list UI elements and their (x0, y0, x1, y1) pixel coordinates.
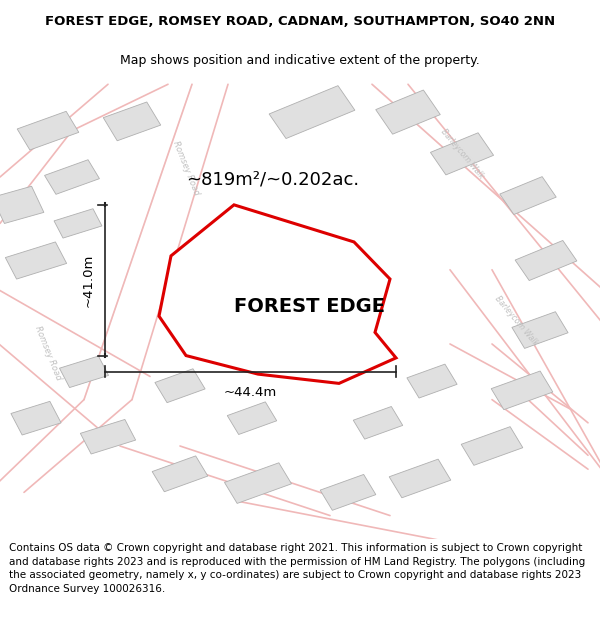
Polygon shape (255, 238, 321, 284)
Polygon shape (159, 205, 396, 383)
Text: Romsey Road: Romsey Road (171, 139, 201, 196)
Polygon shape (59, 356, 109, 388)
Polygon shape (227, 402, 277, 434)
Polygon shape (0, 186, 44, 224)
Text: ~44.4m: ~44.4m (224, 386, 277, 399)
Polygon shape (269, 86, 355, 139)
Polygon shape (491, 371, 553, 409)
Polygon shape (155, 369, 205, 402)
Polygon shape (353, 406, 403, 439)
Polygon shape (80, 419, 136, 454)
Polygon shape (515, 241, 577, 281)
Polygon shape (11, 401, 61, 435)
Text: Map shows position and indicative extent of the property.: Map shows position and indicative extent… (120, 54, 480, 67)
Polygon shape (44, 160, 100, 194)
Polygon shape (5, 242, 67, 279)
Text: Contains OS data © Crown copyright and database right 2021. This information is : Contains OS data © Crown copyright and d… (9, 543, 585, 594)
Polygon shape (389, 459, 451, 498)
Text: ~819m²/~0.202ac.: ~819m²/~0.202ac. (186, 171, 359, 188)
Polygon shape (303, 302, 369, 349)
Polygon shape (224, 462, 292, 503)
Polygon shape (152, 456, 208, 492)
Polygon shape (430, 132, 494, 175)
Polygon shape (103, 102, 161, 141)
Polygon shape (17, 111, 79, 150)
Text: ~41.0m: ~41.0m (81, 254, 94, 307)
Polygon shape (320, 474, 376, 510)
Polygon shape (512, 312, 568, 348)
Text: Barleycorn Walk: Barleycorn Walk (493, 294, 539, 348)
Polygon shape (54, 209, 102, 238)
Polygon shape (173, 289, 223, 324)
Polygon shape (461, 427, 523, 466)
Polygon shape (500, 177, 556, 214)
Polygon shape (376, 90, 440, 134)
Text: Romsey Road: Romsey Road (33, 325, 63, 382)
Polygon shape (407, 364, 457, 398)
Text: Barleycorn Walk: Barleycorn Walk (439, 127, 485, 181)
Text: FOREST EDGE: FOREST EDGE (233, 298, 385, 316)
Text: FOREST EDGE, ROMSEY ROAD, CADNAM, SOUTHAMPTON, SO40 2NN: FOREST EDGE, ROMSEY ROAD, CADNAM, SOUTHA… (45, 15, 555, 28)
